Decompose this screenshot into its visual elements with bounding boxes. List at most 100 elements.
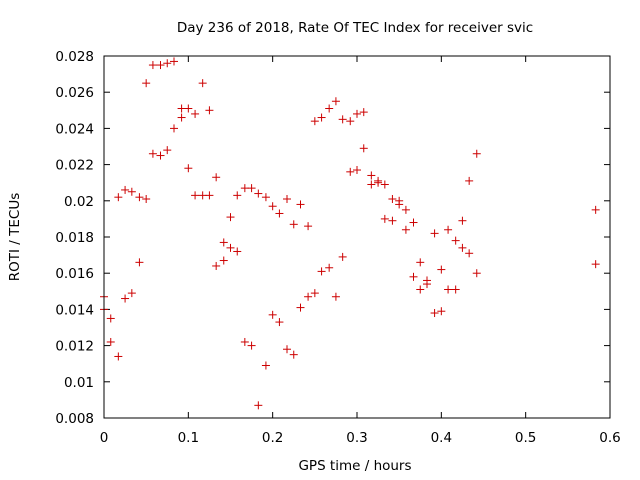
data-point: [416, 258, 425, 267]
data-point: [422, 280, 431, 289]
data-points: [100, 57, 600, 410]
data-point: [296, 200, 305, 209]
data-point: [247, 184, 256, 193]
data-point: [401, 205, 410, 214]
data-point: [114, 193, 123, 202]
data-point: [127, 187, 136, 196]
data-point: [304, 222, 313, 231]
data-point: [268, 310, 277, 319]
data-point: [409, 218, 418, 227]
data-point: [268, 202, 277, 211]
x-axis-label: GPS time / hours: [298, 458, 411, 474]
data-point: [296, 303, 305, 312]
data-point: [156, 61, 165, 70]
data-point: [219, 256, 228, 265]
data-point: [177, 104, 186, 113]
plot-frame: [103, 55, 611, 419]
y-tick-label: 0.014: [55, 302, 94, 318]
data-point: [346, 117, 355, 126]
y-axis-label: ROTI / TECUs: [7, 193, 23, 281]
y-tick-label: 0.018: [55, 230, 94, 246]
data-point: [283, 345, 292, 354]
data-point: [275, 318, 284, 327]
x-tick-label: 0.3: [346, 430, 367, 446]
data-point: [289, 220, 298, 229]
data-point: [212, 173, 221, 182]
data-point: [275, 209, 284, 218]
data-point: [353, 109, 361, 118]
data-point: [135, 258, 144, 267]
data-point: [247, 341, 256, 350]
x-tick-label: 0: [100, 430, 109, 446]
data-point: [409, 272, 418, 281]
data-point: [451, 285, 460, 294]
data-point: [226, 243, 235, 252]
data-point: [135, 193, 144, 202]
data-point: [184, 164, 193, 173]
data-point: [430, 229, 439, 238]
data-point: [367, 180, 376, 189]
x-tick-label: 0.5: [515, 430, 536, 446]
data-point: [106, 314, 115, 323]
data-point: [198, 79, 207, 88]
data-point: [114, 352, 123, 361]
data-point: [458, 216, 467, 225]
data-point: [331, 292, 340, 301]
y-tick-label: 0.01: [64, 375, 94, 391]
data-point: [254, 189, 263, 198]
data-point: [380, 180, 389, 189]
data-point: [401, 225, 410, 234]
data-point: [191, 191, 200, 200]
data-point: [169, 124, 178, 133]
y-tick-label: 0.008: [55, 411, 94, 427]
data-point: [317, 267, 326, 276]
chart-title: Day 236 of 2018, Rate Of TEC Index for r…: [177, 20, 533, 36]
data-point: [233, 247, 242, 256]
data-point: [177, 113, 186, 122]
data-point: [310, 289, 319, 298]
y-tick-label: 0.028: [55, 49, 94, 65]
data-point: [437, 307, 446, 316]
data-point: [430, 309, 439, 318]
data-point: [121, 185, 130, 194]
y-tick-label: 0.026: [55, 85, 94, 101]
data-point: [451, 236, 460, 245]
data-point: [304, 292, 313, 301]
data-point: [338, 115, 347, 124]
data-point: [388, 194, 397, 203]
data-point: [226, 213, 235, 222]
data-point: [184, 104, 193, 113]
data-point: [142, 79, 151, 88]
data-point: [325, 104, 334, 113]
data-point: [465, 176, 474, 185]
data-point: [310, 117, 319, 126]
data-point: [121, 294, 130, 303]
x-tick-label: 0.2: [262, 430, 283, 446]
data-point: [416, 285, 425, 294]
y-tick-label: 0.024: [55, 121, 94, 137]
data-point: [191, 109, 200, 118]
y-tick-label: 0.012: [55, 339, 94, 355]
data-point: [219, 238, 228, 247]
data-point: [374, 178, 383, 187]
data-point: [156, 151, 165, 160]
data-point: [261, 361, 270, 370]
data-point: [472, 149, 481, 158]
y-tick-label: 0.016: [55, 266, 94, 282]
data-point: [437, 265, 446, 274]
data-point: [254, 401, 263, 410]
data-point: [465, 249, 474, 258]
data-point: [240, 337, 249, 346]
y-tick-label: 0.022: [55, 158, 94, 174]
data-point: [395, 200, 404, 209]
data-point: [353, 166, 361, 175]
data-point: [331, 97, 340, 106]
axis-ticks: 0 0.1 0.2 0.3 0.4 0.5 0.6 0.008 0.01 0.012 0.014 0.…: [55, 49, 620, 446]
data-point: [169, 57, 178, 66]
data-point: [346, 167, 355, 176]
data-point: [472, 269, 481, 278]
data-point: [444, 225, 453, 234]
data-point: [127, 289, 136, 298]
data-point: [148, 61, 157, 70]
